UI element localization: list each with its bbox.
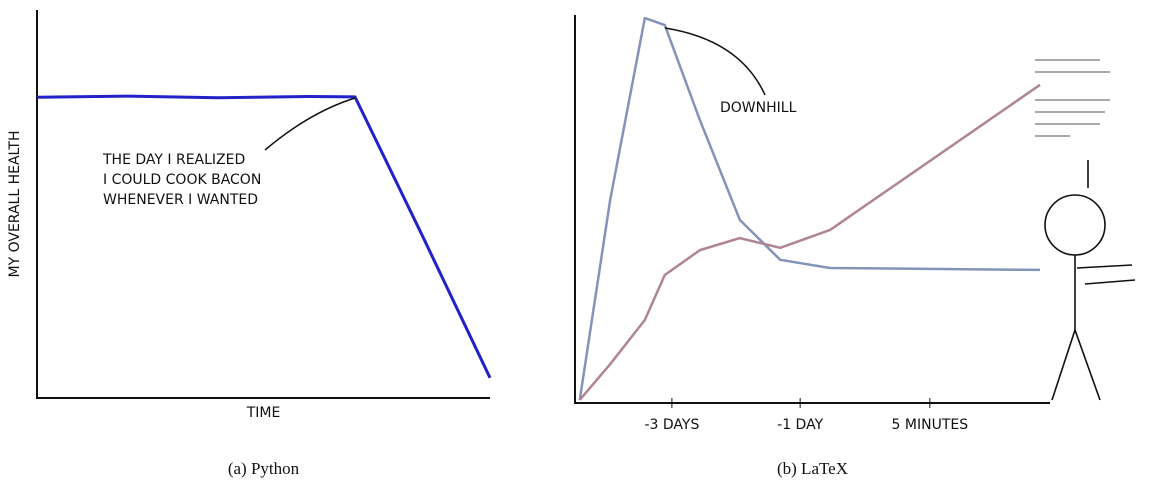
axes [36,10,490,399]
annotation: THE DAY I REALIZED [102,152,245,168]
annotation-arrow [264,97,356,151]
y-axis-label: MY OVERALL HEALTH [7,131,23,278]
speech-scribble [1035,59,1110,137]
x-axis-label: TIME [246,405,281,421]
line [36,94,492,379]
caption: (b) LaTeX [777,459,848,478]
x-tick-label: 5 MINUTES [892,417,969,433]
line [578,16,1041,401]
annotation: I COULD COOK BACON [103,172,261,188]
axes [574,15,1050,404]
annotation: WHENEVER I WANTED [103,192,258,208]
x-tick-label: -1 DAY [777,417,823,433]
x-tick-label: -3 DAYS [644,417,699,433]
annotation-arrow [664,27,766,96]
caption: (a) Python [228,459,300,478]
line [578,83,1041,401]
stick-figure [1044,160,1136,401]
annotation: DOWNHILL [720,100,797,116]
